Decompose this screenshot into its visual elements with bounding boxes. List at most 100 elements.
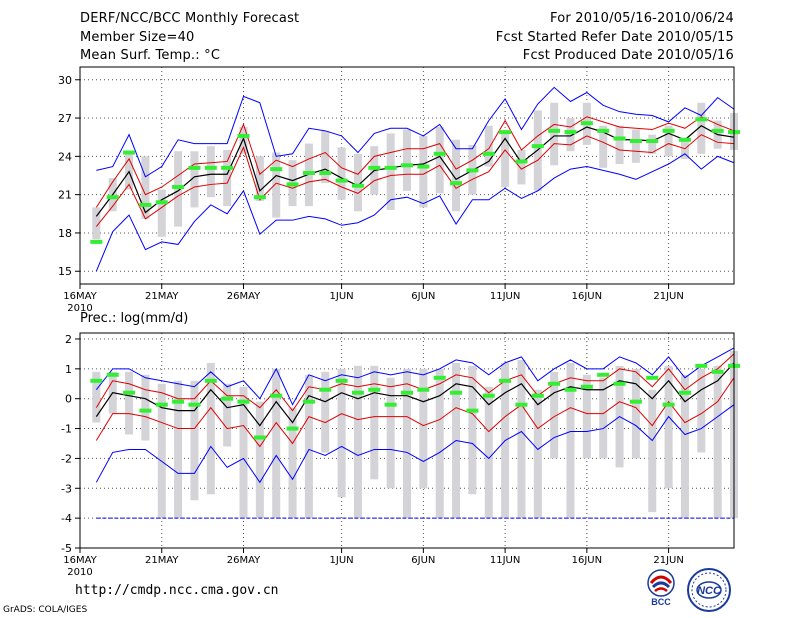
prec-obs-marker bbox=[401, 390, 413, 395]
prec-obs-marker bbox=[90, 378, 103, 383]
prec-plot-frame bbox=[79, 332, 735, 549]
prec-obs-marker bbox=[646, 375, 659, 380]
temp-xtick-label: 26MAY bbox=[227, 291, 261, 302]
temp-range-bar bbox=[452, 139, 461, 212]
temp-obs-marker bbox=[204, 165, 217, 170]
prec-ytick-label: 1 bbox=[65, 363, 72, 376]
temp-xtick-label: 6JUN bbox=[411, 291, 435, 302]
prec-range-bar bbox=[174, 380, 183, 519]
prec-xtick-sublabel: 2010 bbox=[67, 567, 92, 578]
temp-obs-marker bbox=[695, 117, 708, 122]
prec-obs-marker bbox=[286, 426, 299, 431]
temp-range-bar bbox=[353, 153, 362, 212]
ncc-logo-text: NCC bbox=[697, 585, 722, 597]
temp-obs-marker bbox=[499, 130, 512, 135]
prec-obs-marker bbox=[221, 396, 234, 401]
prec-range-bar bbox=[468, 365, 477, 495]
prec-range-bar bbox=[353, 365, 362, 519]
prec-range-bar bbox=[419, 368, 428, 489]
temp-obs-marker bbox=[123, 150, 136, 155]
temp-obs-marker bbox=[221, 165, 234, 170]
temp-obs-marker bbox=[401, 163, 413, 168]
temp-range-bar bbox=[403, 129, 411, 191]
prec-obs-marker bbox=[368, 387, 381, 392]
temp-obs-marker bbox=[270, 167, 283, 172]
prec-obs-marker bbox=[270, 393, 283, 398]
prec-obs-marker bbox=[302, 399, 315, 404]
prec-obs-marker bbox=[499, 378, 512, 383]
prec-ytick-label: -3 bbox=[61, 482, 72, 495]
prec-range-bar bbox=[223, 383, 232, 447]
prec-obs-marker bbox=[629, 399, 642, 404]
temp-obs-marker bbox=[253, 195, 266, 200]
temp-ensemble-mean-line bbox=[95, 124, 735, 217]
prec-obs-marker bbox=[450, 390, 463, 395]
chart-title: DERF/NCC/BCC Monthly Forecast bbox=[80, 11, 300, 26]
temp-obs-marker bbox=[564, 130, 577, 135]
temp-range-bar bbox=[599, 125, 608, 168]
produced-date: Fcst Produced Date 2010/05/16 bbox=[522, 48, 734, 63]
prec-range-bar bbox=[631, 368, 640, 459]
prec-obs-marker bbox=[319, 387, 332, 392]
prec-ytick-label: -1 bbox=[61, 423, 72, 436]
prec-obs-marker bbox=[678, 390, 691, 395]
temp-range-bar bbox=[386, 133, 395, 210]
bcc-logo-text: BCC bbox=[651, 597, 671, 607]
temp-obs-marker bbox=[548, 128, 561, 133]
prec-spread-lower-line bbox=[95, 377, 735, 448]
prec-range-bar bbox=[484, 386, 493, 519]
temp-range-bar bbox=[157, 189, 166, 237]
temp-range-bar bbox=[190, 151, 199, 208]
prec-obs-marker bbox=[139, 408, 152, 413]
temp-obs-marker bbox=[319, 170, 332, 175]
temp-obs-marker bbox=[286, 182, 299, 187]
prec-range-bar bbox=[386, 377, 395, 489]
temp-range-bar bbox=[648, 134, 657, 154]
temp-member-min-line bbox=[95, 153, 735, 272]
variable-label: Mean Surf. Temp.: °C bbox=[80, 48, 221, 63]
temp-range-bar bbox=[321, 130, 330, 184]
temp-range-bar bbox=[141, 156, 150, 219]
temp-range-bar bbox=[223, 149, 232, 207]
prec-range-bar bbox=[272, 368, 281, 519]
temp-obs-marker bbox=[106, 195, 119, 200]
temp-range-bar bbox=[664, 125, 673, 157]
temp-obs-marker bbox=[597, 128, 610, 133]
temp-obs-marker bbox=[629, 139, 642, 144]
temp-obs-marker bbox=[172, 184, 185, 189]
prec-obs-marker bbox=[711, 369, 724, 374]
prec-range-bar bbox=[403, 368, 411, 519]
prec-range-bar bbox=[321, 371, 330, 453]
prec-xtick-label: 16JUN bbox=[572, 555, 602, 566]
temp-obs-marker bbox=[368, 165, 381, 170]
prec-obs-marker bbox=[613, 381, 626, 386]
temp-obs-marker bbox=[433, 151, 446, 156]
prec-ytick-label: -2 bbox=[61, 452, 72, 465]
prec-xtick-label: 1JUN bbox=[330, 555, 354, 566]
prec-xtick-label: 11JUN bbox=[490, 555, 520, 566]
temp-xtick-sublabel: 2010 bbox=[67, 303, 92, 314]
prec-obs-marker bbox=[106, 372, 119, 377]
temp-obs-marker bbox=[351, 183, 364, 188]
prec-obs-marker bbox=[253, 435, 266, 440]
temp-xtick-label: 21JUN bbox=[653, 291, 683, 302]
prec-xtick-label: 16MAY bbox=[63, 555, 97, 566]
temp-spread-upper-line bbox=[95, 116, 735, 208]
prec-panel-title: Prec.: log(mm/d) bbox=[80, 311, 188, 326]
temp-obs-marker bbox=[662, 128, 675, 133]
prec-obs-marker bbox=[335, 378, 348, 383]
temp-obs-marker bbox=[678, 137, 691, 142]
prec-range-bar bbox=[550, 371, 559, 459]
prec-obs-marker bbox=[662, 402, 675, 407]
temp-xtick-label: 16MAY bbox=[63, 291, 97, 302]
temp-obs-marker bbox=[417, 164, 430, 169]
temp-ytick-label: 21 bbox=[58, 189, 72, 202]
temp-obs-marker bbox=[613, 136, 626, 141]
prec-obs-marker bbox=[237, 399, 250, 404]
temp-xtick-label: 21MAY bbox=[145, 291, 179, 302]
start-date: Fcst Started Refer Date 2010/05/15 bbox=[495, 30, 734, 45]
temp-ytick-label: 15 bbox=[58, 265, 72, 278]
temp-range-bar bbox=[566, 118, 575, 152]
